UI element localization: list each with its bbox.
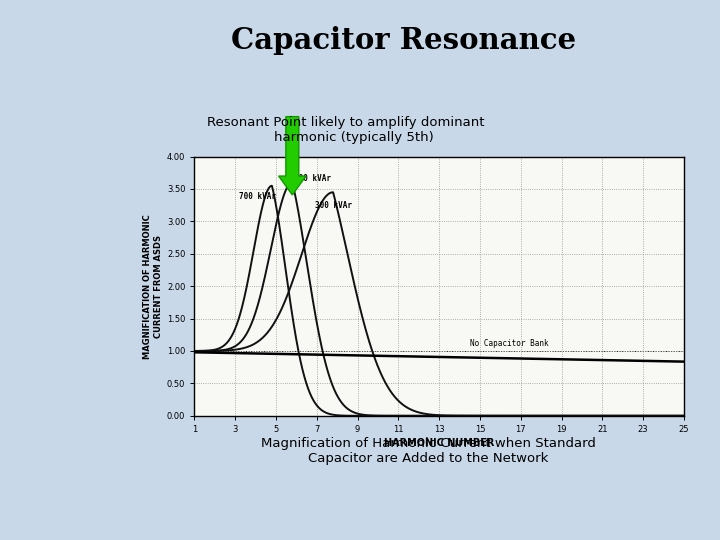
Text: 700 kVAr: 700 kVAr — [239, 192, 276, 201]
X-axis label: HARMONIC NUMBER: HARMONIC NUMBER — [384, 438, 495, 448]
Text: Capacitor Resonance: Capacitor Resonance — [230, 26, 576, 55]
Text: No Capacitor Bank: No Capacitor Bank — [469, 340, 549, 348]
Text: 600 kVAr: 600 kVAr — [294, 174, 331, 183]
Text: Magnification of Harmonic Current when Standard
Capacitor are Added to the Netwo: Magnification of Harmonic Current when S… — [261, 437, 596, 465]
Text: 300 kVAr: 300 kVAr — [315, 201, 352, 211]
FancyArrow shape — [279, 117, 306, 195]
Y-axis label: MAGNIFICATION OF HARMONIC
CURRENT FROM ASDS: MAGNIFICATION OF HARMONIC CURRENT FROM A… — [143, 214, 163, 359]
Text: Resonant Point likely to amplify dominant
    harmonic (typically 5th): Resonant Point likely to amplify dominan… — [207, 116, 485, 144]
